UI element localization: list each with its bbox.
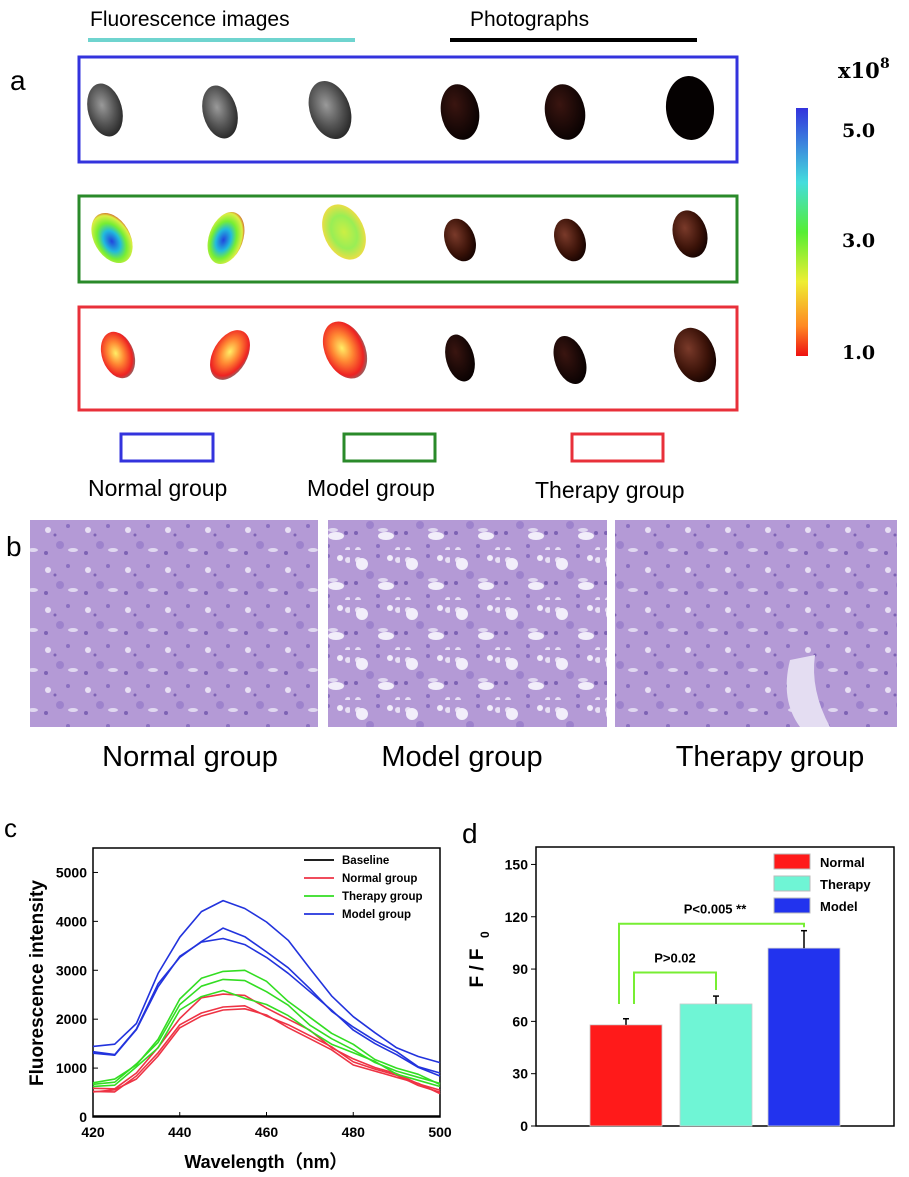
c-y-tick-label: 1000: [56, 1060, 87, 1076]
colorbar-tick: 5.0: [842, 120, 875, 142]
c-x-tick-label: 460: [255, 1124, 279, 1140]
histology-therapy-vessel: [786, 655, 830, 727]
panel-d-label: d: [462, 818, 478, 849]
legend-label-model: Model group: [307, 475, 435, 501]
c-legend-label: Therapy group: [342, 891, 423, 903]
c-x-axis-label: Wavelength（nm）: [184, 1152, 347, 1172]
kidney-images: [87, 76, 717, 385]
c-legend-label: Baseline: [342, 855, 389, 867]
kidney-photo-normal-1: [440, 84, 480, 140]
kidney-fluorescence-therapy-3: [322, 321, 368, 379]
d-bar-therapy: [679, 1003, 753, 1127]
histology-normal-image: [30, 520, 318, 727]
group-legend: Normal group Model group Therapy group: [88, 432, 685, 503]
legend-swatch-therapy: [570, 432, 665, 463]
c-series-line-therapy-group: [92, 969, 441, 1086]
colorbar-tick: 1.0: [842, 342, 875, 364]
d-bar-model: [767, 947, 841, 1127]
c-legend-label: Normal group: [342, 873, 417, 885]
c-y-tick-label: 5000: [56, 864, 87, 880]
c-x-tick-label: 500: [428, 1124, 452, 1140]
c-y-tick-label: 0: [79, 1109, 87, 1125]
d-legend-label: Model: [820, 899, 858, 914]
kidney-fluorescence-normal-1: [87, 83, 123, 137]
colorbar: x10 8 5.0 3.0 1.0: [796, 56, 890, 364]
histology-caption-normal: Normal group: [102, 741, 278, 773]
histology-model-image: [328, 520, 607, 727]
kidney-photo-therapy-2: [553, 335, 587, 385]
colorbar-gradient: [796, 108, 808, 356]
photographs-header: Photographs: [470, 8, 589, 31]
kidney-fluorescence-model-3: [322, 204, 366, 260]
c-series-line-model-group: [92, 927, 441, 1074]
c-legend-label: Model group: [342, 909, 411, 921]
fluorescence-spectra-chart: Fluorescence intensity Wavelength（nm） 0 1…: [27, 847, 452, 1172]
panel-c-label: c: [4, 813, 17, 843]
histology-caption-therapy: Therapy group: [676, 741, 865, 773]
ratio-bar-chart: F / F 0 0 30 60 90 120 150 P>0.02 P<0.005 ** Nor…: [467, 846, 895, 1134]
normal-group-row-frame: [77, 55, 739, 164]
d-p-value-label: P<0.005 **: [684, 902, 747, 917]
d-y-axis-label: F / F: [467, 948, 488, 987]
kidney-photo-model-2: [554, 218, 586, 262]
therapy-group-row-frame: [77, 305, 739, 412]
histology-caption-model: Model group: [381, 741, 542, 773]
kidney-fluorescence-therapy-2: [210, 330, 250, 380]
c-x-tick-label: 440: [168, 1124, 192, 1140]
c-series-line-therapy-group: [92, 989, 441, 1088]
d-bar-normal: [589, 1024, 663, 1127]
d-legend-swatch: [773, 897, 811, 914]
c-series-line-model-group: [92, 899, 441, 1064]
d-y-axis-label-subscript: 0: [478, 931, 492, 938]
kidney-fluorescence-normal-2: [202, 85, 238, 139]
d-y-tick-label: 90: [512, 961, 528, 977]
kidney-fluorescence-model-1: [91, 212, 133, 264]
c-series-line-normal-group: [92, 1008, 441, 1095]
d-y-tick-label: 60: [512, 1013, 528, 1029]
d-legend-swatch: [773, 853, 811, 870]
fluorescence-images-header: Fluorescence images: [90, 8, 290, 31]
d-legend-label: Therapy: [820, 877, 871, 892]
c-y-tick-label: 3000: [56, 962, 87, 978]
c-x-tick-label: 420: [81, 1124, 105, 1140]
c-y-axis-label: Fluorescence intensity: [27, 880, 48, 1086]
legend-swatch-normal: [119, 432, 215, 463]
model-group-row-frame: [77, 194, 739, 284]
kidney-fluorescence-therapy-1: [100, 331, 136, 379]
panel-b-label: b: [6, 531, 22, 562]
d-y-tick-label: 30: [512, 1066, 528, 1082]
c-series-line-normal-group: [92, 1005, 441, 1093]
kidney-photo-model-3: [672, 210, 708, 258]
d-y-tick-label: 120: [505, 909, 529, 925]
d-legend-label: Normal: [820, 855, 865, 870]
legend-label-normal: Normal group: [88, 475, 227, 501]
kidney-photo-therapy-1: [445, 334, 475, 382]
kidney-photo-model-1: [444, 218, 476, 262]
d-legend-swatch: [773, 875, 811, 892]
legend-swatch-model: [342, 432, 437, 463]
kidney-photo-therapy-3: [673, 327, 717, 383]
panel-a-label: a: [10, 65, 26, 96]
d-significance-bracket-normal-model: [618, 922, 805, 1004]
c-y-tick-label: 4000: [56, 913, 87, 929]
c-series-line-normal-group: [92, 993, 441, 1091]
d-y-tick-label: 150: [505, 856, 529, 872]
legend-label-therapy: Therapy group: [535, 477, 685, 503]
colorbar-exponent: 8: [880, 56, 890, 72]
d-p-value-label: P>0.02: [654, 951, 696, 966]
kidney-fluorescence-normal-3: [308, 80, 352, 140]
colorbar-unit: x10: [838, 58, 880, 83]
kidney-photo-normal-3: [665, 76, 715, 140]
c-x-tick-label: 480: [342, 1124, 366, 1140]
d-y-tick-label: 0: [520, 1118, 528, 1134]
c-series-line-model-group: [92, 937, 441, 1077]
colorbar-tick: 3.0: [842, 230, 875, 252]
c-y-tick-label: 2000: [56, 1011, 87, 1027]
c-plot-frame: [92, 847, 441, 1118]
kidney-photo-normal-2: [544, 84, 586, 140]
kidney-fluorescence-model-2: [207, 211, 245, 265]
d-significance-bracket-normal-therapy: [633, 971, 717, 1004]
histology-therapy-image: [615, 520, 897, 727]
